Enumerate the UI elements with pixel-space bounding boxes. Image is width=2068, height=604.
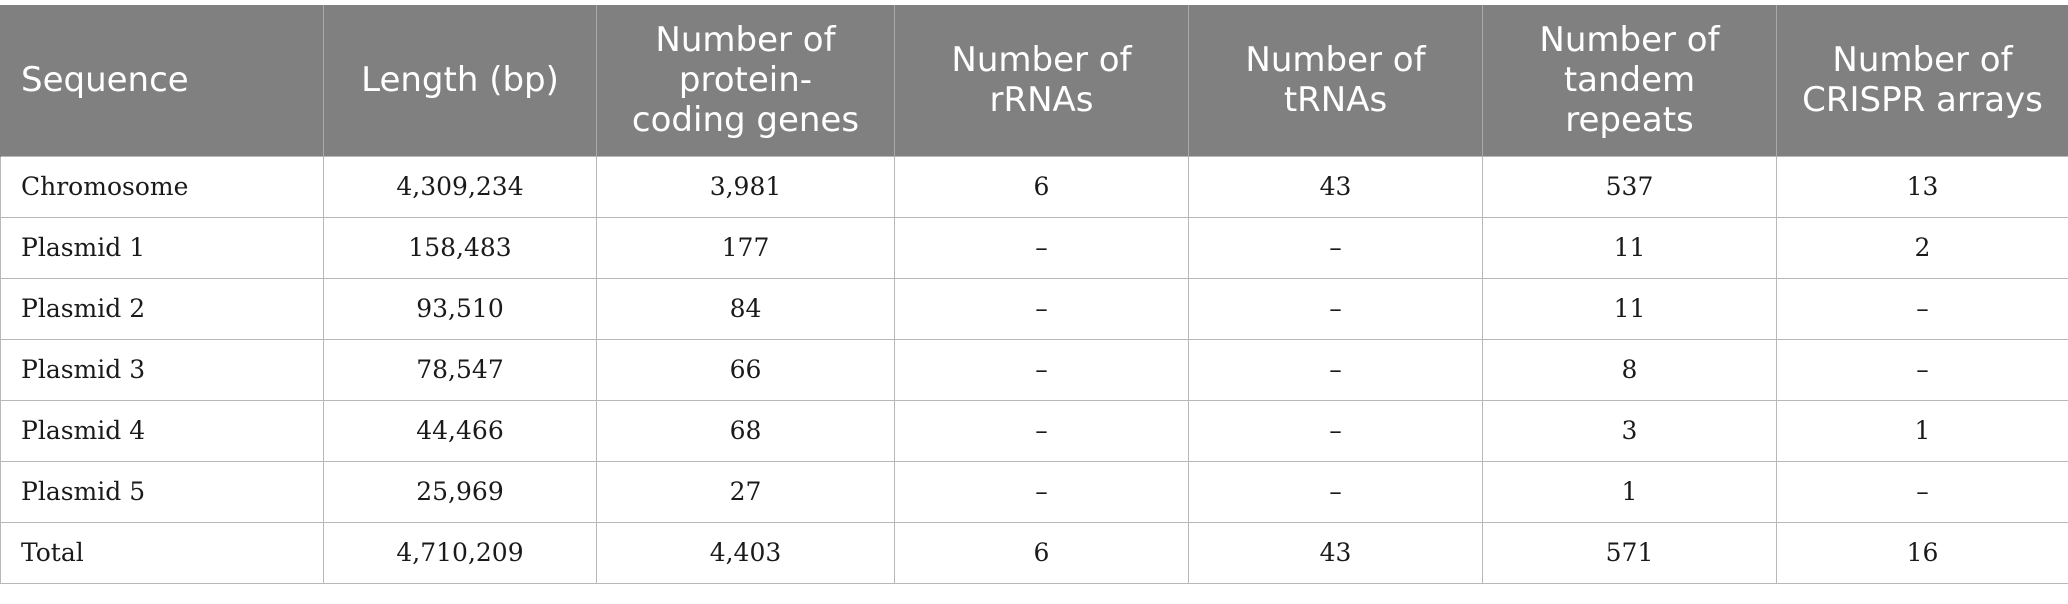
header-tandem-repeats: Number of tandem repeats	[1482, 5, 1777, 156]
cell-length: 4,309,234	[323, 155, 597, 218]
header-crispr-arrays: Number of CRISPR arrays	[1776, 5, 2068, 156]
table-body: Chromosome 4,309,234 3,981 6 43 537 13 P…	[0, 155, 2068, 584]
cell-protein-coding-genes: 4,403	[596, 521, 895, 584]
cell-protein-coding-genes: 68	[596, 399, 895, 462]
header-rrnas: Number of rRNAs	[894, 5, 1189, 156]
header-protein-coding-genes-line-3: coding genes	[631, 100, 860, 141]
cell-rrnas: –	[894, 399, 1189, 462]
cell-crispr-arrays: 2	[1776, 216, 2068, 279]
cell-tandem-repeats: 3	[1482, 399, 1777, 462]
cell-length: 78,547	[323, 338, 597, 401]
header-tandem-repeats-line-3: repeats	[1565, 100, 1694, 141]
cell-rrnas: –	[894, 338, 1189, 401]
header-protein-coding-genes: Number of protein- coding genes	[596, 5, 895, 156]
cell-rrnas: 6	[894, 521, 1189, 584]
cell-protein-coding-genes: 177	[596, 216, 895, 279]
cell-trnas: 43	[1188, 521, 1483, 584]
cell-tandem-repeats: 1	[1482, 460, 1777, 523]
cell-crispr-arrays: –	[1776, 338, 2068, 401]
header-trnas: Number of tRNAs	[1188, 5, 1483, 156]
cell-sequence: Plasmid 5	[0, 460, 324, 523]
cell-tandem-repeats: 571	[1482, 521, 1777, 584]
header-length: Length (bp)	[323, 5, 597, 156]
cell-length: 93,510	[323, 277, 597, 340]
cell-tandem-repeats: 537	[1482, 155, 1777, 218]
table-row-plasmid-3: Plasmid 3 78,547 66 – – 8 –	[0, 338, 2068, 401]
table-header: Sequence Length (bp) Number of protein- …	[0, 5, 2068, 156]
cell-rrnas: 6	[894, 155, 1189, 218]
table-row-plasmid-1: Plasmid 1 158,483 177 – – 11 2	[0, 216, 2068, 279]
cell-length: 4,710,209	[323, 521, 597, 584]
cell-sequence: Plasmid 3	[0, 338, 324, 401]
cell-sequence: Plasmid 4	[0, 399, 324, 462]
cell-trnas: –	[1188, 277, 1483, 340]
table-row-plasmid-5: Plasmid 5 25,969 27 – – 1 –	[0, 460, 2068, 523]
cell-length: 158,483	[323, 216, 597, 279]
cell-rrnas: –	[894, 216, 1189, 279]
cell-crispr-arrays: 1	[1776, 399, 2068, 462]
cell-rrnas: –	[894, 277, 1189, 340]
table-row-total: Total 4,710,209 4,403 6 43 571 16	[0, 521, 2068, 584]
cell-sequence: Plasmid 1	[0, 216, 324, 279]
header-length-line-1: Length (bp)	[361, 60, 559, 101]
cell-trnas: 43	[1188, 155, 1483, 218]
cell-protein-coding-genes: 3,981	[596, 155, 895, 218]
cell-tandem-repeats: 11	[1482, 216, 1777, 279]
header-protein-coding-genes-line-1: Number of	[655, 20, 836, 61]
cell-protein-coding-genes: 84	[596, 277, 895, 340]
cell-tandem-repeats: 8	[1482, 338, 1777, 401]
header-crispr-arrays-line-2: CRISPR arrays	[1802, 80, 2043, 121]
cell-trnas: –	[1188, 338, 1483, 401]
header-rrnas-line-2: rRNAs	[989, 80, 1094, 121]
header-tandem-repeats-line-1: Number of	[1539, 20, 1720, 61]
genome-features-table: Sequence Length (bp) Number of protein- …	[0, 5, 2068, 584]
cell-tandem-repeats: 11	[1482, 277, 1777, 340]
table-row-plasmid-4: Plasmid 4 44,466 68 – – 3 1	[0, 399, 2068, 462]
cell-trnas: –	[1188, 460, 1483, 523]
header-tandem-repeats-line-2: tandem	[1563, 60, 1696, 101]
cell-crispr-arrays: 13	[1776, 155, 2068, 218]
header-crispr-arrays-line-1: Number of	[1832, 40, 2013, 81]
header-trnas-line-1: Number of	[1245, 40, 1426, 81]
header-row: Sequence Length (bp) Number of protein- …	[0, 5, 2068, 156]
cell-protein-coding-genes: 66	[596, 338, 895, 401]
genome-features-table-container: Sequence Length (bp) Number of protein- …	[0, 5, 2068, 584]
header-rrnas-line-1: Number of	[951, 40, 1132, 81]
cell-length: 25,969	[323, 460, 597, 523]
table-row-chromosome: Chromosome 4,309,234 3,981 6 43 537 13	[0, 155, 2068, 218]
cell-crispr-arrays: –	[1776, 277, 2068, 340]
header-trnas-line-2: tRNAs	[1283, 80, 1388, 121]
header-sequence: Sequence	[0, 5, 324, 156]
cell-sequence: Chromosome	[0, 155, 324, 218]
cell-length: 44,466	[323, 399, 597, 462]
cell-protein-coding-genes: 27	[596, 460, 895, 523]
cell-crispr-arrays: –	[1776, 460, 2068, 523]
header-protein-coding-genes-line-2: protein-	[678, 60, 813, 101]
cell-sequence: Plasmid 2	[0, 277, 324, 340]
cell-crispr-arrays: 16	[1776, 521, 2068, 584]
cell-trnas: –	[1188, 216, 1483, 279]
cell-trnas: –	[1188, 399, 1483, 462]
table-row-plasmid-2: Plasmid 2 93,510 84 – – 11 –	[0, 277, 2068, 340]
header-sequence-line-1: Sequence	[21, 60, 189, 101]
cell-rrnas: –	[894, 460, 1189, 523]
cell-sequence: Total	[0, 521, 324, 584]
